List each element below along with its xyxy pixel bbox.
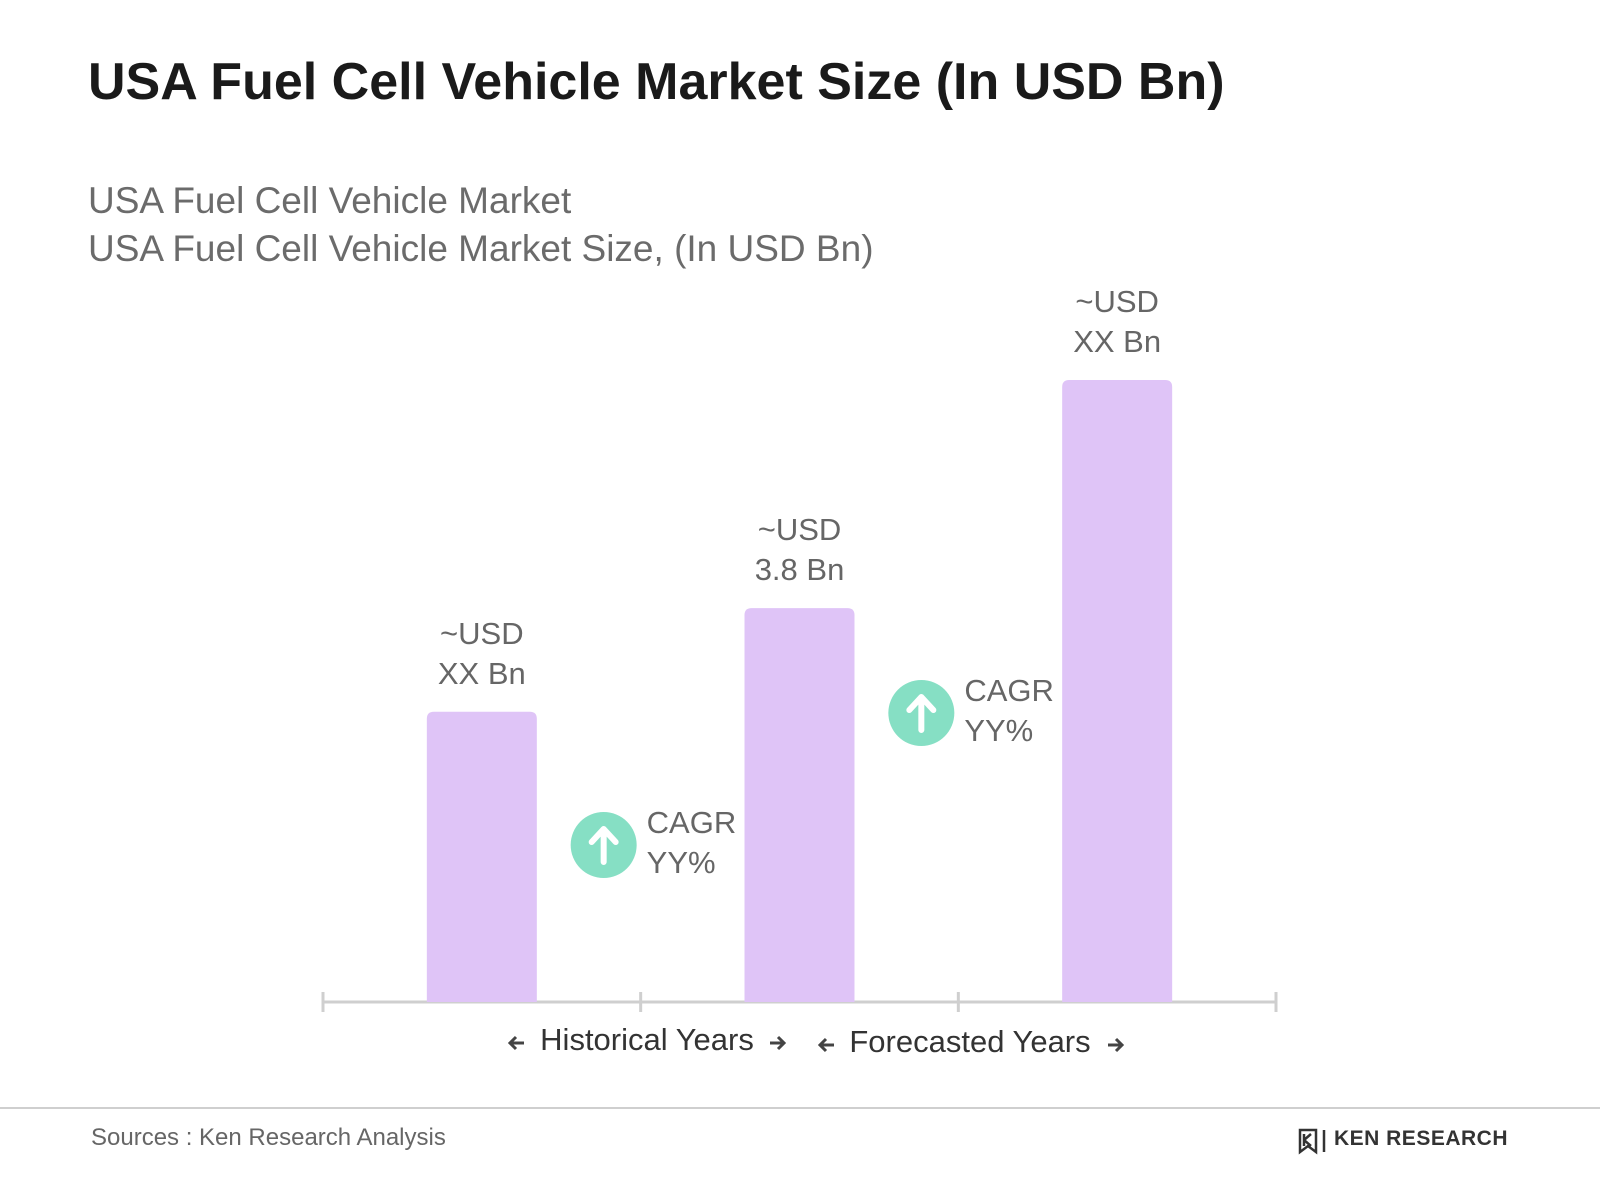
subtitle: USA Fuel Cell Vehicle Market [88,180,572,221]
chart-caption: USA Fuel Cell Vehicle Market Size, (In U… [88,228,874,269]
bar [1062,380,1173,1002]
cagr-label: CAGR YY% [964,673,1054,748]
bar [426,711,537,1002]
chart-title: USA Fuel Cell Vehicle Market Size (In US… [88,53,1225,111]
value-label: ~USD XX Bn [1073,284,1162,359]
brand-icon [1298,1128,1326,1155]
bar [744,608,855,1002]
period-arrows [507,1035,1125,1053]
value-label: ~USD 3.8 Bn [754,512,845,588]
value-label: ~USD XX Bn [437,615,526,691]
cagr-arrow [906,694,937,733]
source-note: Sources : Ken Research Analysis [91,1124,446,1151]
cagr-label: CAGR YY% [646,805,737,880]
cagr-arrow [588,826,619,865]
brand-name: KEN RESEARCH [1333,1127,1508,1150]
period-label: Forecasted Years [849,1024,1091,1059]
period-label: Historical Years [540,1022,754,1057]
